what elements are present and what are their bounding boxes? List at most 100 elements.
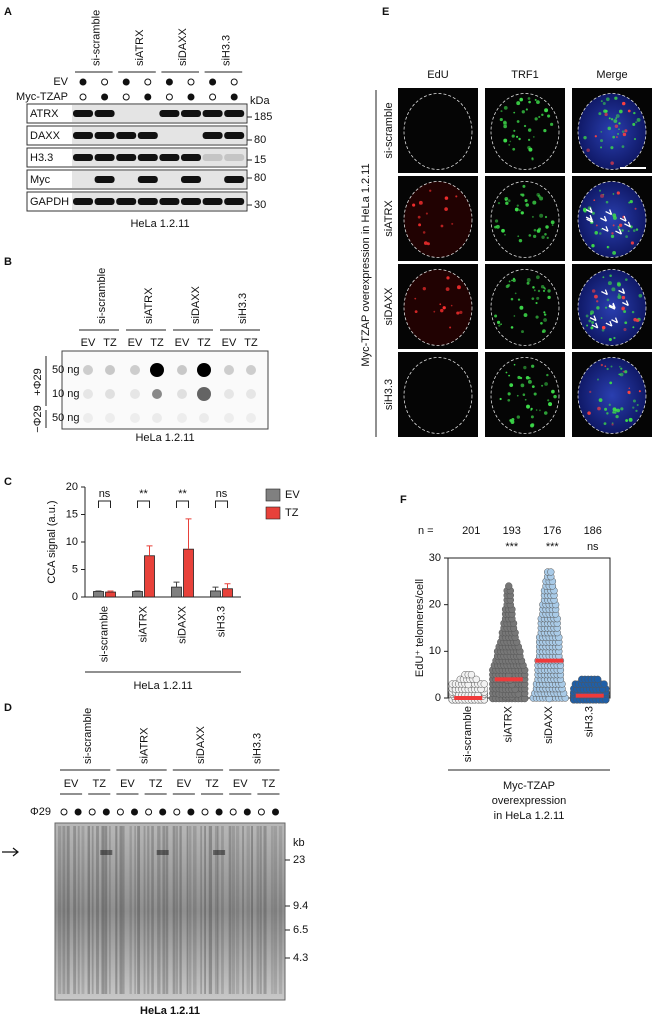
focus — [610, 118, 614, 121]
focus — [520, 211, 524, 215]
focus — [513, 363, 516, 366]
nucleus-outline — [577, 93, 647, 170]
focus — [418, 200, 423, 205]
band — [137, 198, 158, 205]
focus — [593, 199, 596, 202]
nucleus — [578, 357, 646, 434]
gel-streak — [157, 826, 161, 994]
focus — [610, 365, 613, 368]
focus — [629, 200, 633, 204]
arrowhead — [585, 214, 593, 221]
arrowhead — [619, 215, 627, 222]
focus — [504, 233, 506, 236]
y-tick-label: 10 — [66, 536, 78, 548]
focus — [627, 230, 630, 233]
focus — [543, 129, 547, 133]
amount-label: 10 ng — [52, 388, 80, 400]
focus — [516, 101, 521, 106]
lane-dot — [209, 93, 217, 101]
focus — [500, 323, 502, 326]
nucleus-outline — [403, 269, 473, 346]
bar — [105, 591, 116, 598]
gel-streak — [278, 826, 283, 994]
nucleus-outline — [403, 93, 473, 170]
focus — [518, 238, 523, 243]
lane-header: siDAXX — [190, 285, 202, 324]
focus — [628, 201, 631, 204]
gel-streak — [221, 826, 224, 994]
lane-dot — [215, 808, 223, 816]
focus — [532, 200, 537, 205]
focus — [621, 306, 626, 311]
focus — [505, 371, 508, 374]
focus — [619, 372, 624, 377]
row-label: siH3.3 — [383, 379, 395, 410]
y-tick-label: 30 — [429, 552, 441, 564]
focus — [596, 306, 600, 310]
focus — [625, 278, 628, 281]
dot-blot — [150, 363, 164, 377]
focus — [456, 311, 460, 315]
focus — [532, 286, 535, 289]
band — [73, 110, 93, 117]
micrograph — [398, 88, 478, 173]
focus — [616, 191, 620, 195]
band — [224, 132, 245, 139]
marker-label: 9.4 — [293, 900, 308, 912]
focus — [633, 317, 637, 322]
focus — [538, 115, 541, 119]
focus — [621, 130, 625, 133]
focus — [630, 241, 635, 245]
focus — [615, 114, 620, 118]
focus — [521, 193, 525, 197]
focus — [632, 399, 636, 403]
dot-blot — [177, 365, 187, 375]
y-tick-label: 0 — [72, 591, 78, 603]
band — [224, 198, 245, 205]
error-bar — [146, 545, 153, 556]
gel-streak — [208, 826, 213, 994]
focus — [526, 281, 530, 285]
gel-streak — [108, 826, 111, 994]
focus — [445, 287, 450, 292]
significance-label: ** — [139, 488, 148, 500]
lane-dot — [159, 808, 167, 816]
band — [202, 154, 223, 161]
focus — [525, 203, 529, 207]
dot — [480, 680, 488, 688]
focus — [604, 109, 608, 113]
focus — [440, 308, 444, 313]
focus — [623, 310, 627, 314]
focus — [613, 336, 616, 340]
condition-label: TZ — [205, 778, 219, 790]
nucleus — [578, 93, 646, 170]
focus — [551, 224, 554, 226]
amount-label: 50 ng — [52, 412, 80, 424]
band — [73, 154, 93, 161]
error-bar — [224, 583, 231, 589]
condition-label: TZ — [150, 337, 164, 349]
focus — [535, 315, 539, 319]
focus — [597, 406, 601, 411]
lane-dot — [230, 78, 238, 86]
nucleus-outline — [403, 181, 473, 258]
marker-label: 185 — [254, 111, 272, 123]
focus — [609, 381, 613, 385]
dot-blot — [152, 389, 162, 399]
row-label: Myc-TZAP — [16, 91, 68, 103]
dot-blot — [130, 413, 140, 423]
dot-blot — [246, 365, 256, 375]
focus — [511, 279, 513, 282]
focus — [422, 286, 426, 291]
focus — [610, 146, 614, 150]
lane-header: si-scramble — [96, 268, 108, 324]
focus — [494, 225, 497, 229]
lane-dot — [79, 93, 87, 101]
y-tick-label: 0 — [435, 692, 441, 704]
focus — [512, 277, 516, 281]
focus — [600, 139, 604, 143]
arrowhead — [589, 315, 597, 322]
focus — [525, 108, 528, 111]
focus — [621, 295, 626, 300]
arrowhead — [601, 226, 609, 232]
